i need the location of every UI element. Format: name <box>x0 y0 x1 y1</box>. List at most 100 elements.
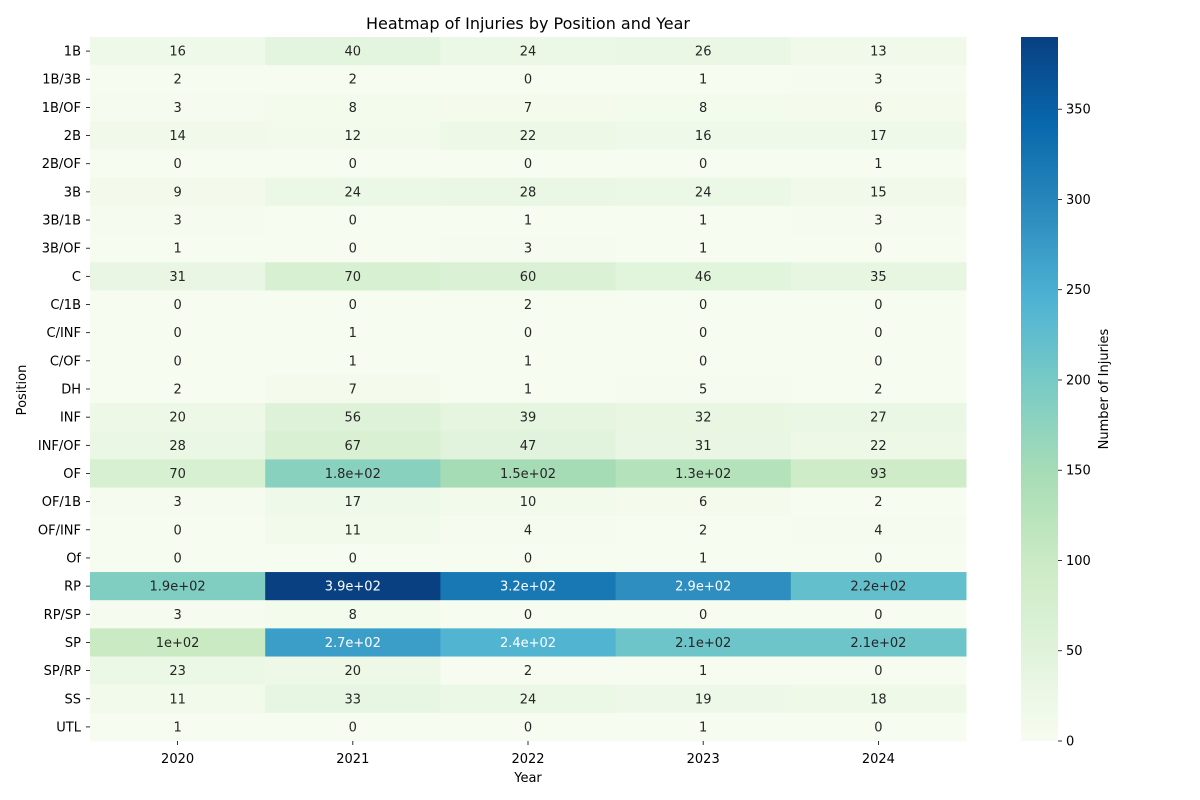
cell-value-label: 1 <box>524 214 532 229</box>
cell-value-label: 24 <box>520 692 537 707</box>
cell-value-label: 0 <box>524 326 532 341</box>
cell-value-label: 0 <box>874 242 882 257</box>
heatmap-cell <box>90 572 266 601</box>
cell-value-label: 47 <box>520 439 537 454</box>
cell-value-label: 1.9e+02 <box>150 580 206 595</box>
cell-value-label: 0 <box>349 551 357 566</box>
heatmap-cell <box>615 459 792 489</box>
heatmap-cell <box>790 177 967 207</box>
heatmap-cell <box>265 403 441 432</box>
cell-value-label: 1 <box>699 214 707 229</box>
heatmap-cell <box>90 656 266 686</box>
cell-value-label: 0 <box>173 354 181 369</box>
heatmap-cell <box>440 121 617 151</box>
y-tick-label: C/1B <box>50 298 81 313</box>
heatmap-cell <box>615 318 792 348</box>
heatmap-cell <box>790 628 967 658</box>
y-tick-label: DH <box>61 383 81 398</box>
heatmap-cell <box>440 149 617 179</box>
x-tick-label: 2022 <box>511 752 544 767</box>
cell-value-label: 1 <box>524 354 532 369</box>
heatmap-cell <box>440 262 617 291</box>
cell-value-label: 70 <box>169 467 186 482</box>
heatmap-cell <box>790 374 967 404</box>
heatmap-cell <box>790 205 967 235</box>
cell-value-label: 32 <box>695 411 712 426</box>
heatmap-cell <box>265 374 441 404</box>
x-tick-label: 2023 <box>687 752 720 767</box>
heatmap-cell <box>265 600 441 629</box>
y-tick-label: C/OF <box>50 354 81 369</box>
heatmap-cell <box>615 600 792 629</box>
heatmap-cell <box>90 346 266 376</box>
cell-value-label: 12 <box>345 129 362 144</box>
cell-value-label: 35 <box>870 270 887 285</box>
cell-value-label: 0 <box>524 608 532 623</box>
cell-value-label: 56 <box>345 411 362 426</box>
heatmap-cell <box>90 290 266 320</box>
cell-value-label: 1 <box>699 664 707 679</box>
cell-value-label: 0 <box>874 664 882 679</box>
colorbar-tick-label: 0 <box>1066 735 1074 750</box>
heatmap-cell <box>440 431 617 460</box>
heatmap-cell <box>440 515 617 545</box>
heatmap-cell <box>790 346 967 376</box>
cell-value-label: 10 <box>520 495 537 510</box>
heatmap-cell <box>615 374 792 404</box>
heatmap-cell <box>440 543 617 573</box>
heatmap-cell <box>90 318 266 348</box>
x-axis-label: Year <box>513 771 542 786</box>
cell-value-label: 0 <box>524 73 532 88</box>
cell-value-label: 60 <box>520 270 537 285</box>
cell-value-label: 33 <box>345 692 362 707</box>
heatmap-cell <box>265 121 441 151</box>
cell-value-label: 0 <box>699 608 707 623</box>
heatmap-cell <box>440 628 617 658</box>
heatmap-cell <box>440 318 617 348</box>
heatmap-cell <box>90 65 266 94</box>
heatmap-cell <box>615 205 792 235</box>
heatmap-cell <box>90 149 266 179</box>
heatmap-cell <box>615 234 792 263</box>
heatmap-cell <box>790 65 967 94</box>
heatmap-cell <box>90 515 266 545</box>
cell-value-label: 2.1e+02 <box>850 636 906 651</box>
colorbar-gradient <box>1021 37 1058 741</box>
cell-value-label: 2.1e+02 <box>675 636 731 651</box>
y-tick-label: 2B <box>64 129 81 144</box>
cell-value-label: 5 <box>699 383 707 398</box>
y-tick-label: 3B/OF <box>42 242 81 257</box>
colorbar-tick-label: 50 <box>1066 644 1083 659</box>
cell-value-label: 0 <box>699 157 707 172</box>
cell-value-label: 0 <box>173 551 181 566</box>
cell-value-label: 0 <box>349 298 357 313</box>
cell-value-label: 0 <box>524 551 532 566</box>
heatmap-cell <box>90 712 266 742</box>
heatmap-cell <box>790 431 967 460</box>
cell-value-label: 0 <box>874 326 882 341</box>
heatmap-cell <box>615 712 792 742</box>
cell-value-label: 15 <box>870 185 887 200</box>
heatmap-cell <box>90 628 266 658</box>
cell-value-label: 0 <box>173 157 181 172</box>
y-tick-label: C/INF <box>47 326 82 341</box>
cell-value-label: 1 <box>699 720 707 735</box>
cell-value-label: 0 <box>173 298 181 313</box>
heatmap-cell <box>265 37 441 66</box>
cell-value-label: 0 <box>874 354 882 369</box>
heatmap-cell <box>90 684 266 714</box>
heatmap-cell <box>90 543 266 573</box>
heatmap-cell <box>790 515 967 545</box>
heatmap-cell <box>615 346 792 376</box>
cell-value-label: 31 <box>169 270 186 285</box>
cell-value-label: 16 <box>169 45 186 60</box>
cell-value-label: 31 <box>695 439 712 454</box>
cell-value-label: 2 <box>699 523 707 538</box>
cell-value-label: 0 <box>874 608 882 623</box>
cell-value-label: 70 <box>345 270 362 285</box>
cell-value-label: 46 <box>695 270 712 285</box>
y-axis-label: Position <box>15 365 30 416</box>
heatmap-cell <box>90 459 266 489</box>
cell-value-label: 7 <box>349 383 357 398</box>
heatmap-cell <box>90 262 266 291</box>
